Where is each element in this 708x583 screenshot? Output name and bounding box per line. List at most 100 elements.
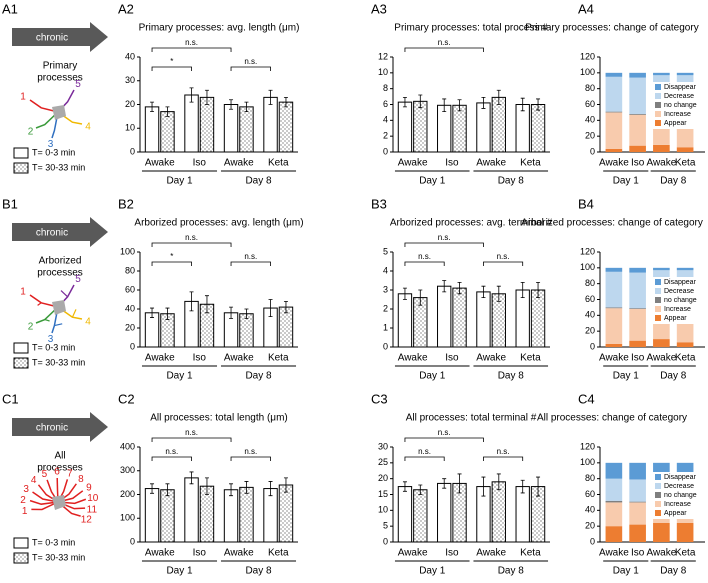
legend-swatch [13,147,29,159]
bar-segment [605,267,623,272]
bar [160,111,175,153]
legend-swatch [655,501,661,507]
bar-segment [629,72,646,78]
group-label: Day 8 [245,176,272,187]
bar [263,96,278,153]
legend-label: Appear [664,120,687,127]
error-bar [204,295,209,314]
bracket [404,261,445,266]
arrow-label: chronic [36,33,68,44]
bar-segment [676,147,694,152]
legend-swatch [655,93,661,99]
legend-swatch [655,510,661,516]
bar-segment [605,112,623,149]
y-tick-label: 100 [120,513,135,523]
bar-segment [629,501,646,503]
y-tick-label: 5 [383,246,388,256]
y-tick-label: 0 [590,536,595,546]
annotation: n.s. [438,233,451,242]
error-bar [244,308,249,319]
legend-swatch [655,120,661,126]
process-label: 4 [85,317,91,328]
y-tick-label: 0 [383,536,388,546]
legend-label: Increase [664,501,691,508]
legend-label: T= 30-33 min [32,357,85,367]
legend-label: T= 0-3 min [32,537,75,547]
bar [452,104,467,153]
bracket [230,456,271,461]
panel-label: B4 [578,196,594,211]
error-bar [189,471,194,485]
error-bar [165,106,170,117]
error-bar [283,96,288,108]
panel-label: C4 [578,391,595,406]
x-tick-label: Keta [268,158,289,169]
process-label: 4 [31,475,37,486]
legend-swatch [655,492,661,498]
y-tick-label: 0 [383,341,388,351]
y-tick-label: 400 [120,441,135,451]
soma [52,495,66,510]
annotation: n.s. [497,252,510,261]
group-label: Day 8 [660,371,687,382]
legend-label: no change [664,102,697,109]
bar [437,482,452,543]
error-bar [520,479,525,494]
group-label: Day 1 [166,566,193,577]
error-bar [457,473,462,494]
annotation: n.s. [185,38,198,47]
bar [144,106,160,153]
error-bar [496,89,501,105]
bar-segment [605,271,623,308]
process [29,99,59,113]
process-label: 8 [78,474,84,485]
bracket [151,242,232,247]
panel-label: A4 [578,1,594,16]
bar [491,481,506,543]
annotation: n.s. [438,38,451,47]
error-bar [268,481,273,497]
x-tick-label: Keta [675,353,696,364]
y-tick-label: 40 [125,51,135,61]
branch [71,309,77,318]
legend-label: Appear [664,510,687,517]
error-bar [244,101,249,113]
group-label: Day 1 [419,371,446,382]
bar-segment [653,523,670,542]
panel-label: B3 [371,196,387,211]
y-tick-label: 120 [580,246,595,256]
error-bar [204,89,209,105]
legend-label: Appear [664,315,687,322]
x-tick-label: Awake [145,353,175,364]
bar-segment [629,340,646,347]
error-bar [457,99,462,112]
y-tick-label: 80 [585,278,595,288]
bar-segment [653,339,670,347]
legend-label: Decrease [664,288,694,295]
bar [515,486,530,543]
error-bar [402,481,407,492]
bracket [151,66,192,71]
annotation: n.s. [244,252,257,261]
process [35,111,59,129]
legend-label: no change [664,297,697,304]
bar-segment [629,145,646,152]
bar [184,94,199,153]
bracket [483,456,524,461]
chart-title: Arborized processes: change of category [521,218,703,229]
legend-swatch [13,342,29,354]
legend-label: Decrease [664,483,694,490]
y-tick-label: 10 [378,67,388,77]
x-tick-label: Keta [675,548,696,559]
bar [223,489,239,543]
y-tick-label: 40 [585,505,595,515]
bar-segment [605,72,623,77]
group-label: Day 1 [166,371,193,382]
legend-swatch [13,552,29,564]
schematic-label: processes [37,73,83,84]
error-bar [150,483,155,494]
legend-label: Disappear [664,279,697,286]
process-label: 3 [48,139,54,150]
process-label: 1 [20,287,26,298]
error-bar [204,477,209,495]
